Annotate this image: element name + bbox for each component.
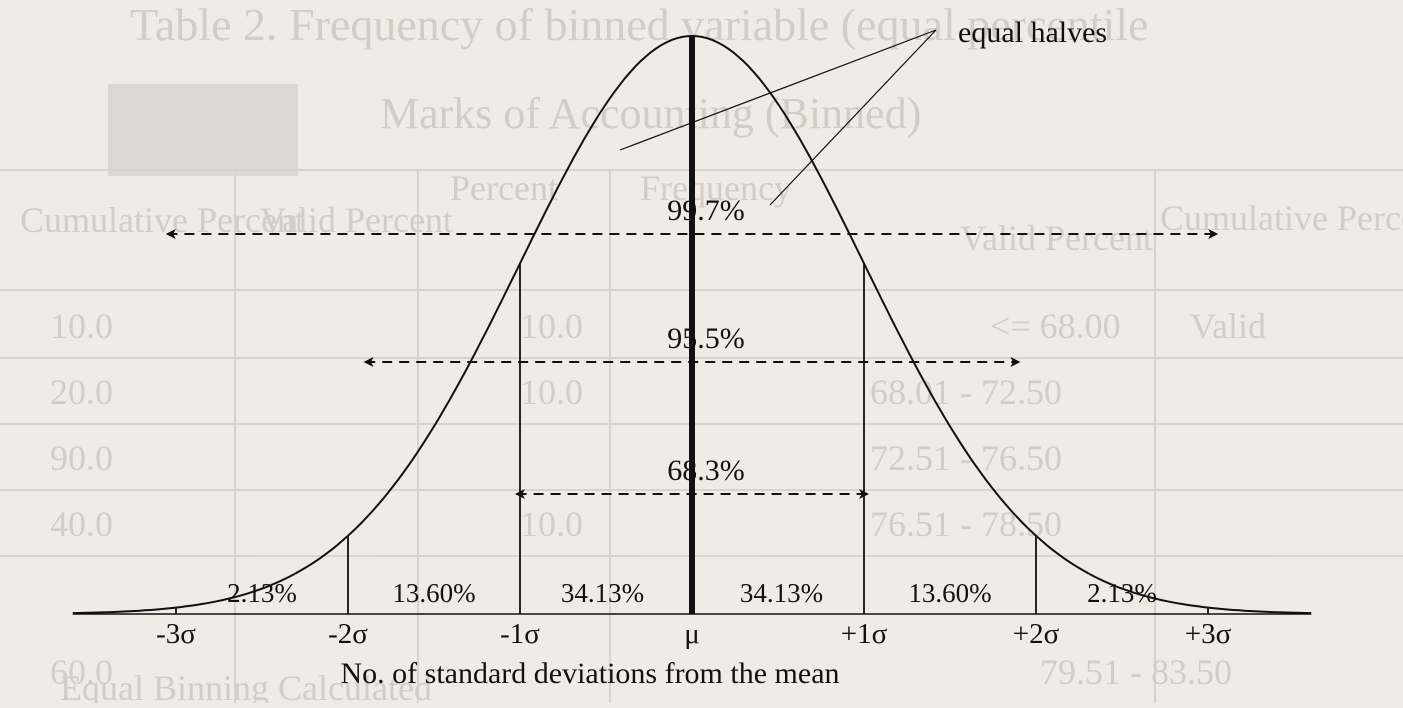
bleed-value-8: 10.0 <box>520 504 583 544</box>
tick-label: μ <box>684 618 700 650</box>
bleed-header-5: Valid Percent <box>960 218 1153 258</box>
callout-line-left <box>619 29 937 151</box>
bleed-value-2: 20.0 <box>50 372 113 412</box>
bleed-header-6: Cumulative Percent <box>1160 198 1403 238</box>
bleed-value-1: 10.0 <box>50 306 113 346</box>
segment-label: 13.60% <box>908 578 991 608</box>
bleed-image-block <box>108 84 298 176</box>
bleed-value-5: 60.0 <box>50 652 113 692</box>
bleed-value-4: 40.0 <box>50 504 113 544</box>
bleed-footer: Equal Binning Calculated <box>60 668 432 703</box>
segment-labels: 2.13% 13.60% 34.13% 34.13% 13.60% 2.13% <box>227 578 1157 608</box>
bleed-value-6: 10.0 <box>520 306 583 346</box>
tick-labels: -3σ -2σ -1σ μ +1σ +2σ +3σ <box>156 618 1232 650</box>
tick-label: -3σ <box>156 618 196 650</box>
callout-line-right <box>769 29 937 206</box>
sigma-lines <box>175 263 1209 614</box>
range-label: 68.3% <box>667 454 745 487</box>
tick-label: +3σ <box>1185 618 1232 650</box>
range-label: 95.5% <box>667 322 745 355</box>
tick-label: -2σ <box>328 618 368 650</box>
axis-title: No. of standard deviations from the mean <box>340 657 839 690</box>
bleed-header-4: Frequency <box>640 168 792 208</box>
tick-label: -1σ <box>500 618 540 650</box>
range-arrows: 99.7% 95.5% 68.3% <box>165 194 1219 499</box>
bleed-row-label-5: 76.51 - 78.50 <box>870 504 1062 544</box>
segment-label: 13.60% <box>392 578 475 608</box>
tick-label: +2σ <box>1013 618 1060 650</box>
bleed-value-3: 90.0 <box>50 438 113 478</box>
segment-label: 34.13% <box>561 578 644 608</box>
bleed-row-label-6: 79.51 - 83.50 <box>1040 652 1232 692</box>
bleed-row-label-3: 68.01 - 72.50 <box>870 372 1062 412</box>
segment-label: 2.13% <box>1087 578 1157 608</box>
segment-label: 2.13% <box>227 578 297 608</box>
segment-label: 34.13% <box>740 578 823 608</box>
tick-label: +1σ <box>841 618 888 650</box>
bleed-subtitle: Marks of Accounting (Binned) <box>380 89 921 138</box>
bleed-header-3: Percent <box>450 168 558 208</box>
bleed-row-label-4: 72.51 - 76.50 <box>870 438 1062 478</box>
equal-halves-label: equal halves <box>958 16 1107 49</box>
bleed-title: Table 2. Frequency of binned variable (e… <box>130 0 1149 50</box>
bleed-value-7: 10.0 <box>520 372 583 412</box>
range-label: 99.7% <box>667 194 745 227</box>
bleed-row-label-1: Valid <box>1190 306 1266 346</box>
bleed-row-label-2: <= 68.00 <box>990 306 1121 346</box>
